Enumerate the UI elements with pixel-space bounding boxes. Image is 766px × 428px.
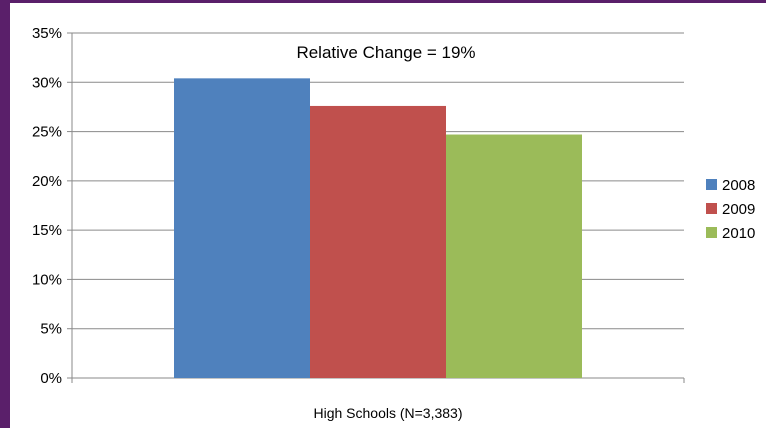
legend: 2008 2009 2010 xyxy=(706,177,755,242)
legend-label-2010: 2010 xyxy=(722,225,755,242)
y-tick-label: 10% xyxy=(32,271,62,288)
bar-2008 xyxy=(174,78,310,378)
x-axis: High Schools (N=3,383) xyxy=(313,405,462,421)
bars xyxy=(174,78,582,378)
y-tick-label: 15% xyxy=(32,222,62,239)
legend-label-2009: 2009 xyxy=(722,201,755,218)
y-tick-label: 5% xyxy=(40,321,62,338)
y-tick-label: 25% xyxy=(32,124,62,141)
y-tick-label: 0% xyxy=(40,370,62,387)
bar-2010 xyxy=(446,134,582,378)
y-tick-label: 20% xyxy=(32,173,62,190)
y-axis: 0% 5% 10% 15% 20% 25% 30% 35% xyxy=(32,25,685,387)
bar-chart: 0% 5% 10% 15% 20% 25% 30% 35% High Schools (N=3… xyxy=(32,25,755,421)
y-tick-label: 35% xyxy=(32,25,62,42)
relative-change-annotation: Relative Change = 19% xyxy=(296,43,475,62)
legend-swatch-2010 xyxy=(706,227,717,238)
legend-label-2008: 2008 xyxy=(722,177,755,194)
legend-swatch-2008 xyxy=(706,179,717,190)
y-tick-label: 30% xyxy=(32,74,62,91)
bar-2009 xyxy=(310,105,446,378)
chart-frame: 0% 5% 10% 15% 20% 25% 30% 35% High Schools (N=3… xyxy=(10,3,766,428)
legend-swatch-2009 xyxy=(706,203,717,214)
x-category-label: High Schools (N=3,383) xyxy=(313,405,462,421)
